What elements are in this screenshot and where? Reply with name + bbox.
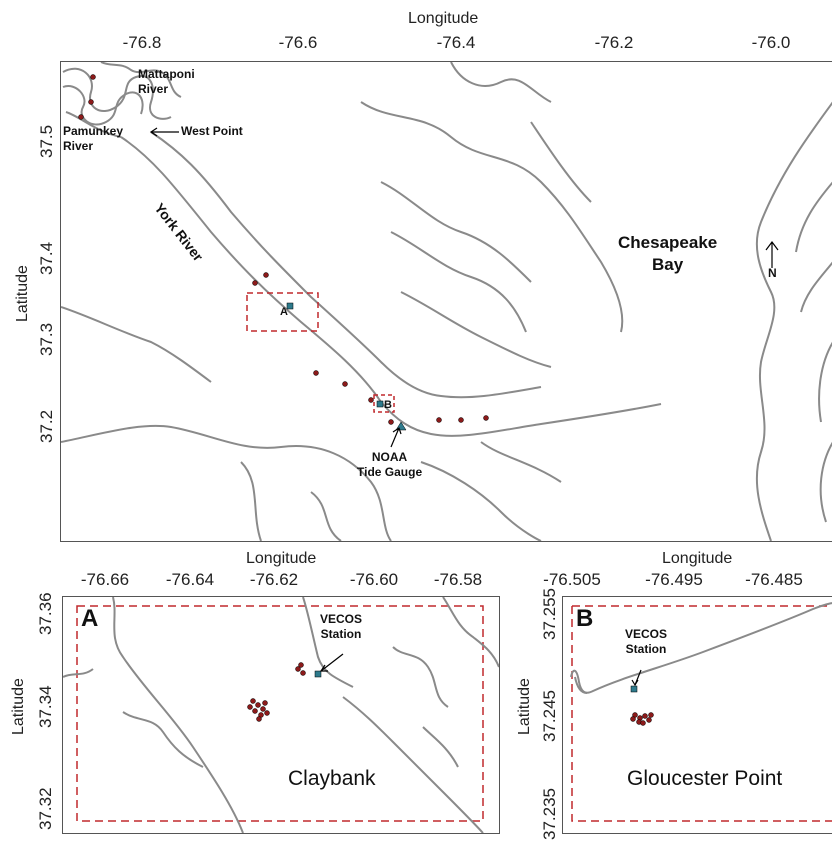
ytick: 37.32	[36, 787, 55, 830]
ytick: 37.36	[36, 592, 55, 635]
pamunkey-river-label: Pamunkey River	[63, 124, 124, 153]
panel-b-letter: B	[576, 605, 594, 632]
panel-a-site-label: Claybank	[288, 767, 376, 790]
ytick: 37.4	[37, 241, 56, 275]
chesapeake-bay-label: Chesapeake Bay	[618, 233, 718, 274]
ytick: 37.3	[37, 322, 56, 356]
xtick: -76.66	[80, 570, 130, 589]
ytick: 37.5	[37, 124, 56, 158]
panel-b-station-label: VECOS Station	[625, 627, 668, 656]
panel-a-ylabel: Latitude	[10, 678, 27, 735]
xtick: -76.0	[751, 33, 791, 52]
top-ylabel: Latitude	[14, 265, 31, 322]
panel-a-xlabel: Longitude	[246, 550, 317, 567]
xtick: -76.58	[433, 570, 483, 589]
xtick: -76.505	[543, 570, 601, 589]
top-xlabel: Longitude	[408, 10, 479, 27]
noaa-tide-gauge-label: NOAA Tide Gauge	[357, 450, 423, 479]
xtick: -76.4	[436, 33, 476, 52]
panel-a-shoreline	[63, 597, 499, 833]
xtick: -76.485	[745, 570, 803, 589]
box-b-label: B	[384, 399, 392, 411]
xtick: -76.8	[122, 33, 162, 52]
xtick: -76.2	[594, 33, 634, 52]
ytick: 37.235	[540, 788, 559, 840]
panel-b-xlabel: Longitude	[662, 550, 733, 567]
panel-b-site-label: Gloucester Point	[627, 767, 783, 790]
top-map-shoreline	[61, 62, 832, 541]
xtick: -76.64	[165, 570, 215, 589]
mattaponi-river-label: Mattaponi River	[138, 67, 195, 96]
ytick: 37.2	[37, 409, 56, 443]
ytick: 37.34	[36, 685, 55, 728]
west-point-label: West Point	[181, 124, 243, 138]
panel-a-station-label: VECOS Station	[320, 612, 363, 641]
panel-a-letter: A	[81, 605, 99, 632]
panel-b-frame: B VECOS Station Gloucester Point	[562, 596, 832, 834]
box-a-label: A	[280, 306, 288, 318]
ytick: 37.255	[540, 588, 559, 640]
north-arrow-label: N	[768, 266, 777, 280]
xtick: -76.495	[645, 570, 703, 589]
xtick: -76.6	[278, 33, 318, 52]
panel-a-frame: A VECOS Station Claybank	[62, 596, 500, 834]
ytick: 37.245	[540, 690, 559, 742]
panel-b-ylabel: Latitude	[516, 678, 533, 735]
panel-b-shoreline	[570, 602, 832, 822]
top-map-frame: Mattaponi River Pamunkey River West Poin…	[60, 61, 832, 542]
xtick: -76.60	[349, 570, 399, 589]
xtick: -76.62	[249, 570, 299, 589]
